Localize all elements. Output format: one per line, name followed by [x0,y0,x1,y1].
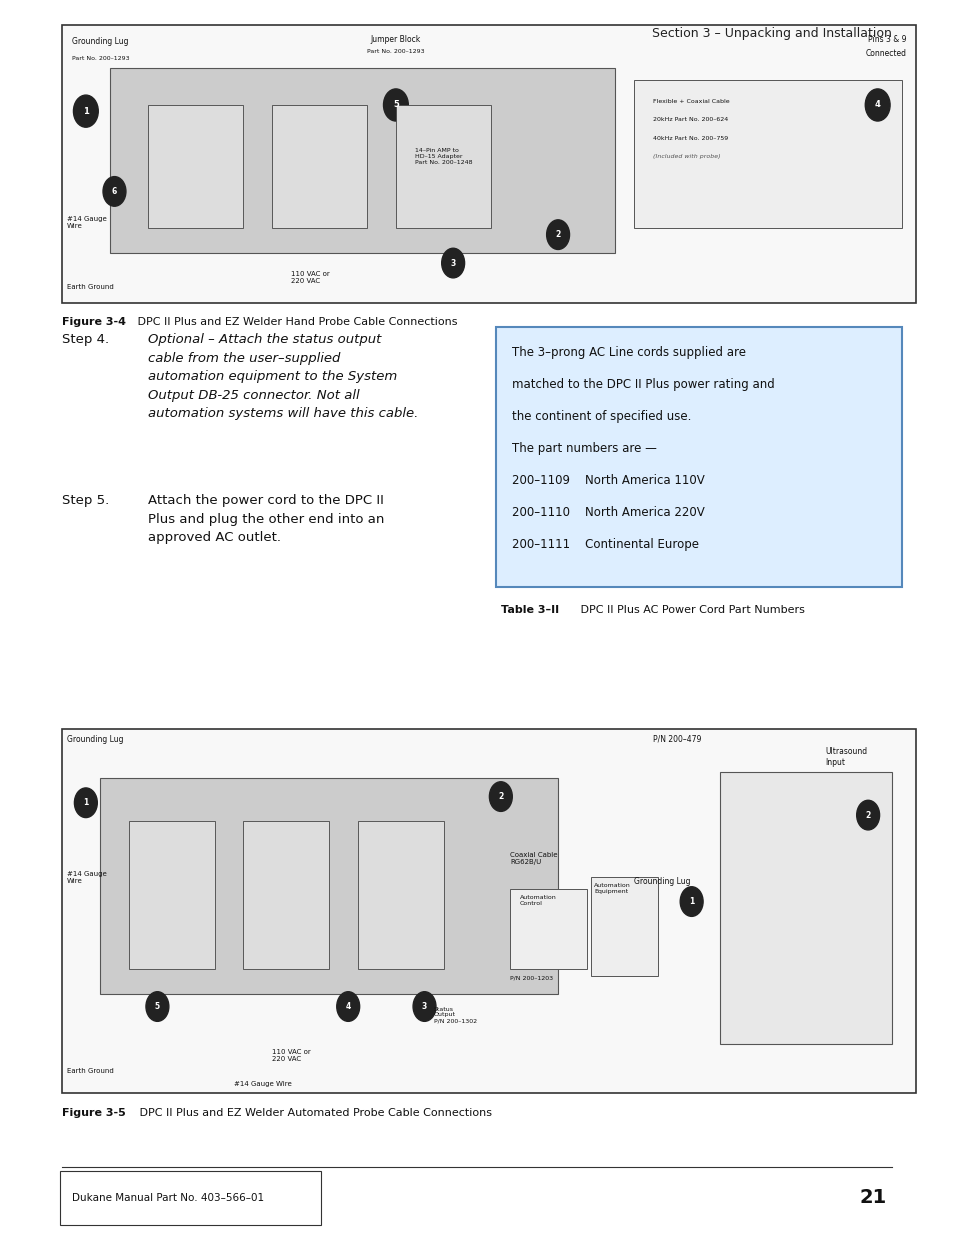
Text: 2: 2 [864,810,870,820]
Text: Connected: Connected [864,49,905,58]
Text: Part No. 200–1293: Part No. 200–1293 [71,56,129,61]
Text: Flexible + Coaxial Cable: Flexible + Coaxial Cable [653,99,729,104]
Text: Jumper Block: Jumper Block [371,35,420,43]
Text: 2: 2 [555,230,560,240]
Text: 1: 1 [83,106,89,116]
Text: Part No. 200–1293: Part No. 200–1293 [367,49,424,54]
Circle shape [413,992,436,1021]
Text: Automation
Equipment: Automation Equipment [594,883,631,894]
Text: DPC II Plus and EZ Welder Hand Probe Cable Connections: DPC II Plus and EZ Welder Hand Probe Cab… [133,317,456,327]
Text: The 3–prong AC Line cords supplied are: The 3–prong AC Line cords supplied are [512,346,745,359]
Text: Step 4.: Step 4. [62,333,109,347]
Text: Step 5.: Step 5. [62,494,110,508]
Text: DPC II Plus AC Power Cord Part Numbers: DPC II Plus AC Power Cord Part Numbers [569,605,803,615]
Text: Ultrasound
Input: Ultrasound Input [824,747,866,767]
Text: matched to the DPC II Plus power rating and: matched to the DPC II Plus power rating … [512,378,774,391]
Text: 40kHz Part No. 200–759: 40kHz Part No. 200–759 [653,136,728,141]
Text: 1: 1 [688,897,694,906]
Text: Status
Output
P/N 200–1302: Status Output P/N 200–1302 [434,1007,476,1023]
Text: 200–1109    North America 110V: 200–1109 North America 110V [512,474,704,488]
Text: 6: 6 [112,186,117,196]
Circle shape [489,782,512,811]
Text: Attach the power cord to the DPC II
Plus and plug the other end into an
approved: Attach the power cord to the DPC II Plus… [148,494,384,543]
FancyBboxPatch shape [395,105,491,228]
Text: #14 Gauge Wire: #14 Gauge Wire [233,1081,292,1087]
Text: 2: 2 [497,792,503,802]
Circle shape [103,177,126,206]
FancyBboxPatch shape [591,877,658,976]
Text: 5: 5 [154,1002,160,1011]
FancyBboxPatch shape [496,327,901,587]
FancyBboxPatch shape [510,889,586,969]
Text: Grounding Lug: Grounding Lug [71,37,128,46]
Text: 110 VAC or
220 VAC: 110 VAC or 220 VAC [272,1049,311,1062]
Circle shape [336,992,359,1021]
Text: 14–Pin AMP to
HD–15 Adapter
Part No. 200–1248: 14–Pin AMP to HD–15 Adapter Part No. 200… [415,148,472,164]
FancyBboxPatch shape [62,729,915,1093]
FancyBboxPatch shape [62,25,915,303]
Text: 1: 1 [83,798,89,808]
Text: Figure 3-5: Figure 3-5 [62,1108,126,1118]
Text: Section 3 – Unpacking and Installation: Section 3 – Unpacking and Installation [652,27,891,41]
Text: Automation
Control: Automation Control [519,895,557,906]
Text: P/N 200–1203: P/N 200–1203 [510,976,553,981]
Text: Optional – Attach the status output
cable from the user–supplied
automation equi: Optional – Attach the status output cabl… [148,333,417,420]
Text: DPC II Plus and EZ Welder Automated Probe Cable Connections: DPC II Plus and EZ Welder Automated Prob… [136,1108,492,1118]
FancyBboxPatch shape [60,1171,321,1225]
Text: 5: 5 [393,100,398,110]
FancyBboxPatch shape [634,80,901,228]
Text: Pins 3 & 9: Pins 3 & 9 [867,35,905,43]
Text: Earth Ground: Earth Ground [67,284,113,290]
Circle shape [546,220,569,249]
Circle shape [864,89,889,121]
Text: #14 Gauge
Wire: #14 Gauge Wire [67,216,107,230]
Circle shape [73,95,98,127]
Text: #14 Gauge
Wire: #14 Gauge Wire [67,871,107,884]
Text: 3: 3 [450,258,456,268]
Text: Table 3–II: Table 3–II [500,605,558,615]
FancyBboxPatch shape [272,105,367,228]
Text: 4: 4 [874,100,880,110]
Text: (Included with probe): (Included with probe) [653,154,720,159]
Text: The part numbers are —: The part numbers are — [512,442,657,456]
Text: Earth Ground: Earth Ground [67,1068,113,1074]
Circle shape [441,248,464,278]
FancyBboxPatch shape [357,821,443,969]
Text: Coaxial Cable
RG62B/U: Coaxial Cable RG62B/U [510,852,558,866]
Circle shape [146,992,169,1021]
Text: Grounding Lug: Grounding Lug [634,877,690,885]
Text: 110 VAC or
220 VAC: 110 VAC or 220 VAC [291,270,330,284]
Text: Grounding Lug: Grounding Lug [67,735,123,743]
Text: 21: 21 [859,1188,886,1208]
Circle shape [679,887,702,916]
FancyBboxPatch shape [720,772,891,1044]
FancyBboxPatch shape [110,68,615,253]
FancyBboxPatch shape [243,821,329,969]
Text: 4: 4 [345,1002,351,1011]
Text: 3: 3 [421,1002,427,1011]
FancyBboxPatch shape [129,821,214,969]
Text: P/N 200–479: P/N 200–479 [653,735,701,743]
Text: 200–1110    North America 220V: 200–1110 North America 220V [512,506,704,520]
FancyBboxPatch shape [148,105,243,228]
Text: 200–1111    Continental Europe: 200–1111 Continental Europe [512,538,699,552]
Circle shape [856,800,879,830]
Text: Figure 3-4: Figure 3-4 [62,317,126,327]
Text: Dukane Manual Part No. 403–566–01: Dukane Manual Part No. 403–566–01 [71,1193,263,1203]
Circle shape [74,788,97,818]
FancyBboxPatch shape [100,778,558,994]
Text: 20kHz Part No. 200–624: 20kHz Part No. 200–624 [653,117,728,122]
Circle shape [383,89,408,121]
Text: the continent of specified use.: the continent of specified use. [512,410,691,424]
